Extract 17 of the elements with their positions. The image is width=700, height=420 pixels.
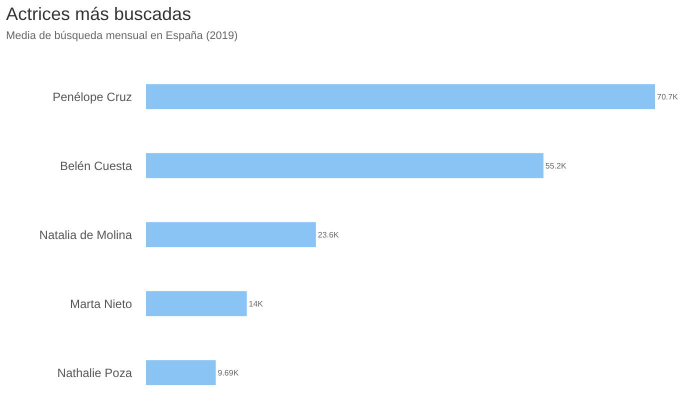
y-tick-label: Marta Nieto xyxy=(70,296,132,311)
y-tick-label: Belén Cuesta xyxy=(60,158,132,173)
bar xyxy=(146,291,247,316)
bar xyxy=(146,360,216,386)
bar xyxy=(146,153,544,178)
data-label: 70.7K xyxy=(657,92,679,102)
data-label: 9.69K xyxy=(218,368,240,378)
data-label: 23.6K xyxy=(318,230,340,240)
data-label: 14K xyxy=(248,299,264,308)
bar xyxy=(146,84,655,110)
data-label: 55.2K xyxy=(545,161,567,170)
bar xyxy=(146,222,316,248)
y-tick-label: Penélope Cruz xyxy=(52,90,132,104)
y-tick-label: Nathalie Poza xyxy=(57,366,132,380)
chart-title: Actrices más buscadas xyxy=(6,4,192,25)
chart-subtitle: Media de búsqueda mensual en España (2019) xyxy=(6,30,238,42)
y-tick-label: Natalia de Molina xyxy=(39,228,132,242)
